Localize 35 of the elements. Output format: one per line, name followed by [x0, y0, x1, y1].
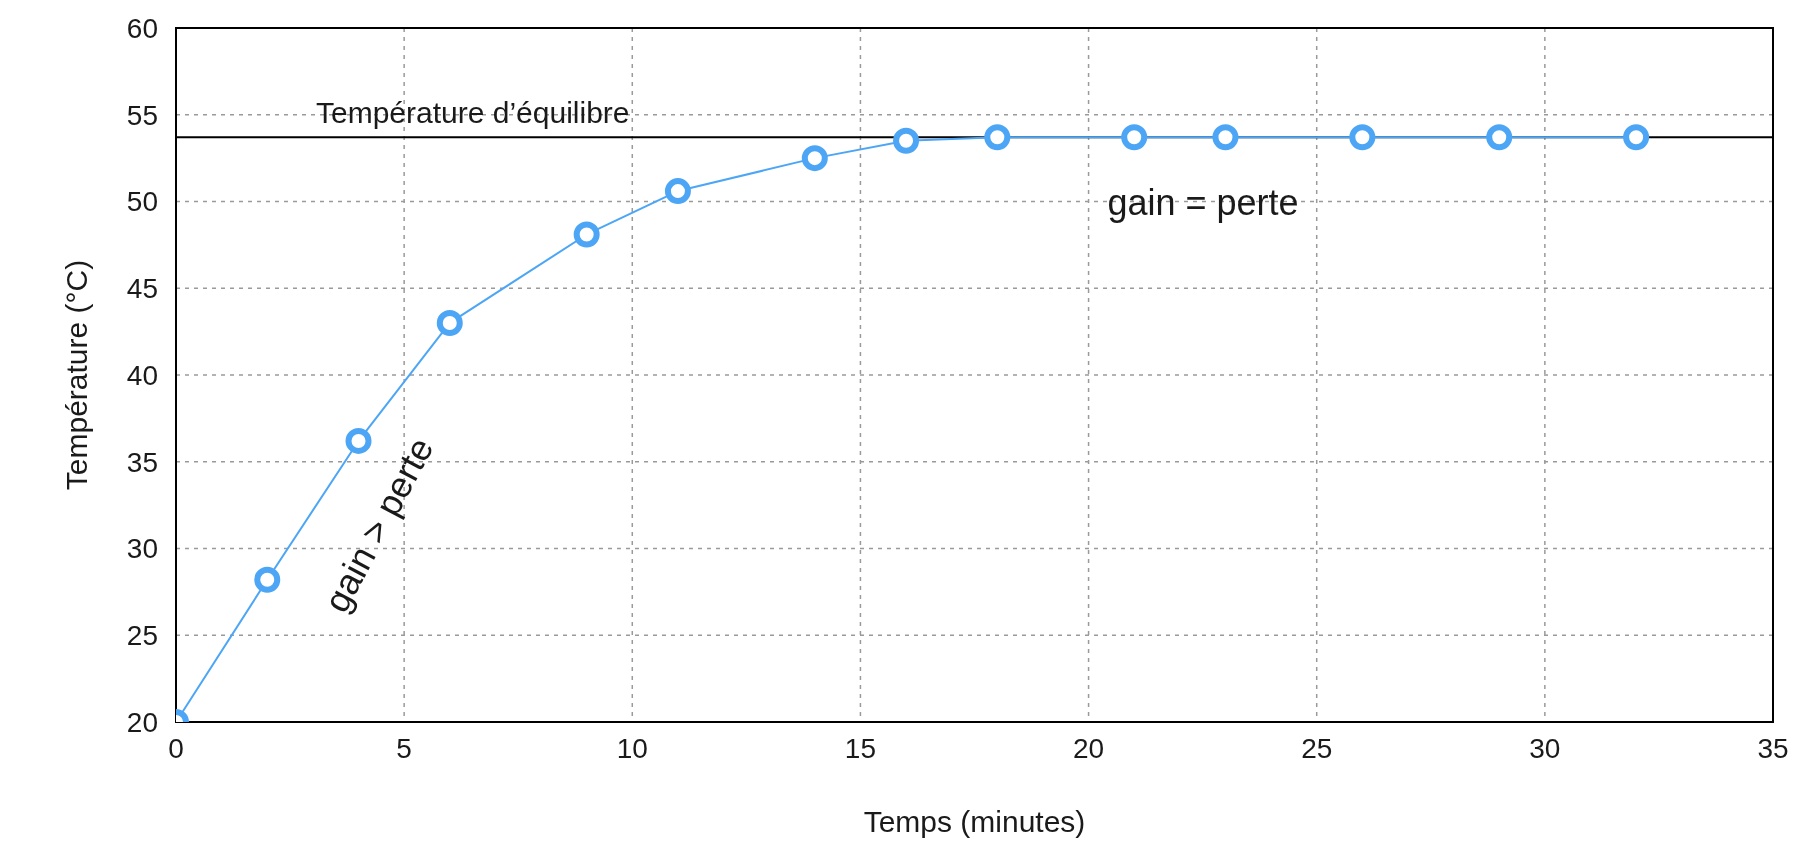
x-tick-label: 10 — [616, 732, 648, 764]
annotation: gain > perte — [315, 430, 442, 619]
y-axis-title: Température (°C) — [59, 259, 93, 491]
point — [984, 124, 1011, 151]
point — [801, 145, 828, 172]
y-tick-label: 55 — [126, 99, 158, 131]
y-tick-label: 30 — [126, 533, 158, 565]
x-tick-label: 25 — [1301, 732, 1333, 764]
x-tick-label: 30 — [1529, 732, 1561, 764]
y-tick-label: 40 — [126, 359, 158, 391]
annotation: gain = perte — [1107, 182, 1299, 223]
point — [664, 178, 691, 205]
point — [254, 566, 281, 593]
y-tick-label: 35 — [126, 446, 158, 478]
x-tick-label: 15 — [844, 732, 877, 764]
y-tick-label: 60 — [126, 12, 158, 44]
y-tick-label: 45 — [126, 273, 158, 305]
point — [1121, 124, 1148, 151]
point — [1623, 124, 1650, 151]
point — [1486, 124, 1513, 151]
y-tick-label: 20 — [126, 706, 158, 738]
x-tick-label: 20 — [1072, 732, 1105, 764]
y-tick-label: 25 — [126, 620, 158, 652]
y-tick-label: 50 — [126, 186, 158, 218]
x-axis-title: Temps (minutes) — [863, 805, 1086, 838]
point — [573, 221, 600, 248]
ref-line-label: Température d’équilibre — [316, 96, 630, 130]
point — [893, 127, 920, 154]
point — [1349, 124, 1376, 151]
point — [436, 309, 463, 336]
point — [1212, 124, 1239, 151]
x-tick-label: 35 — [1757, 732, 1789, 764]
x-tick-label: 5 — [396, 732, 412, 764]
x-tick-label: 0 — [168, 732, 184, 764]
point — [345, 427, 372, 454]
